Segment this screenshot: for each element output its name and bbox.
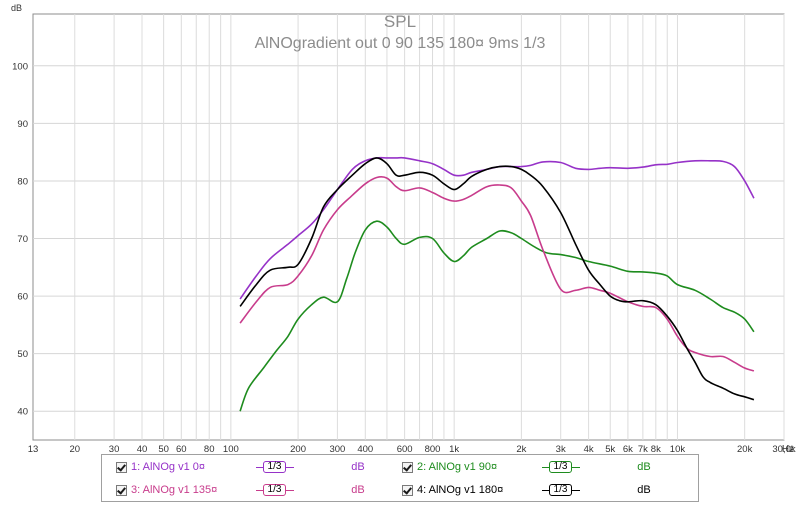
legend-label: 4: AlNOg v1 180¤	[417, 484, 504, 496]
x-tick-label: 100	[223, 444, 239, 455]
legend-unit: dB	[637, 461, 651, 473]
x-tick-label: 60	[176, 444, 187, 455]
x-tick-label: 40	[137, 444, 148, 455]
legend: 1: AlNOg v1 0¤ 1/3 dB 2: AlNOg v1 90¤ 1/3 dB 3…	[101, 454, 699, 502]
x-tick-label: 1k	[449, 444, 459, 455]
x-tick-label: 10k	[670, 444, 686, 455]
chart-title: SPL	[384, 12, 416, 31]
x-tick-label: 4k	[584, 444, 594, 455]
y-tick-label: 70	[17, 234, 28, 245]
smoothing-indicator[interactable]: 1/3	[256, 460, 294, 474]
legend-item: 1: AlNOg v1 0¤ 1/3 dB	[116, 458, 398, 476]
x-tick-label: 50	[158, 444, 169, 455]
smoothing-label: 1/3	[263, 483, 286, 496]
x-tick-label: 8k	[651, 444, 661, 455]
legend-unit: dB	[351, 484, 365, 496]
x-tick-label: 400	[357, 444, 373, 455]
legend-item: 2: AlNOg v1 90¤ 1/3 dB	[402, 458, 684, 476]
x-tick-label: 30,0k	[772, 444, 795, 455]
x-tick-label: 5k	[605, 444, 615, 455]
series-line-3	[239, 176, 755, 372]
legend-checkbox[interactable]	[116, 484, 127, 496]
legend-checkbox[interactable]	[116, 461, 127, 473]
x-tick-label: 13	[28, 444, 39, 455]
smoothing-indicator[interactable]: 1/3	[542, 460, 580, 474]
x-tick-label: 20k	[737, 444, 753, 455]
series-line-4	[239, 157, 755, 401]
legend-unit: dB	[637, 484, 651, 496]
smoothing-label: 1/3	[549, 460, 572, 473]
x-tick-label: 6k	[623, 444, 633, 455]
x-tick-label: 300	[329, 444, 345, 455]
plot-area	[32, 13, 785, 441]
x-tick-label: 20	[69, 444, 80, 455]
y-tick-label: 50	[17, 349, 28, 360]
x-tick-label: 3k	[556, 444, 566, 455]
smoothing-indicator[interactable]: 1/3	[256, 483, 294, 497]
x-tick-label: 7k	[638, 444, 648, 455]
y-tick-label: 90	[17, 119, 28, 130]
legend-label: 3: AlNOg v1 135¤	[131, 484, 218, 496]
legend-label: 1: AlNOg v1 0¤	[131, 461, 205, 473]
y-tick-label: 100	[12, 61, 28, 72]
x-tick-label: 800	[425, 444, 441, 455]
x-tick-label: 2k	[516, 444, 526, 455]
grid-lines	[33, 14, 785, 440]
legend-checkbox[interactable]	[402, 484, 413, 496]
smoothing-label: 1/3	[263, 460, 286, 473]
y-tick-label: 40	[17, 407, 28, 418]
smoothing-indicator[interactable]: 1/3	[542, 483, 580, 497]
legend-item: 3: AlNOg v1 135¤ 1/3 dB	[116, 481, 398, 499]
x-tick-label: 200	[290, 444, 306, 455]
axis-ticks: 40 50 60 70 80 90 100 13 20 30 40 50 60 80 100 200 300 40…	[12, 61, 796, 455]
legend-label: 2: AlNOg v1 90¤	[417, 461, 498, 473]
legend-unit: dB	[351, 461, 365, 473]
series-lines	[239, 156, 755, 412]
x-tick-label: 80	[204, 444, 215, 455]
spl-chart: 40 50 60 70 80 90 100 13 20 30 40 50 60 80 100 200 300 40…	[11, 3, 796, 455]
chart-subtitle: AlNOgradient out 0 90 135 180¤ 9ms 1/3	[255, 35, 546, 52]
y-axis-label: dB	[11, 3, 22, 13]
y-tick-label: 60	[17, 292, 28, 303]
x-axis-unit-label: Hz	[782, 444, 794, 455]
x-tick-label: 30	[109, 444, 120, 455]
legend-item: 4: AlNOg v1 180¤ 1/3 dB	[402, 481, 684, 499]
y-tick-label: 80	[17, 176, 28, 187]
x-tick-label: 600	[397, 444, 413, 455]
smoothing-label: 1/3	[549, 483, 572, 496]
legend-checkbox[interactable]	[402, 461, 413, 473]
series-line-2	[239, 220, 755, 412]
